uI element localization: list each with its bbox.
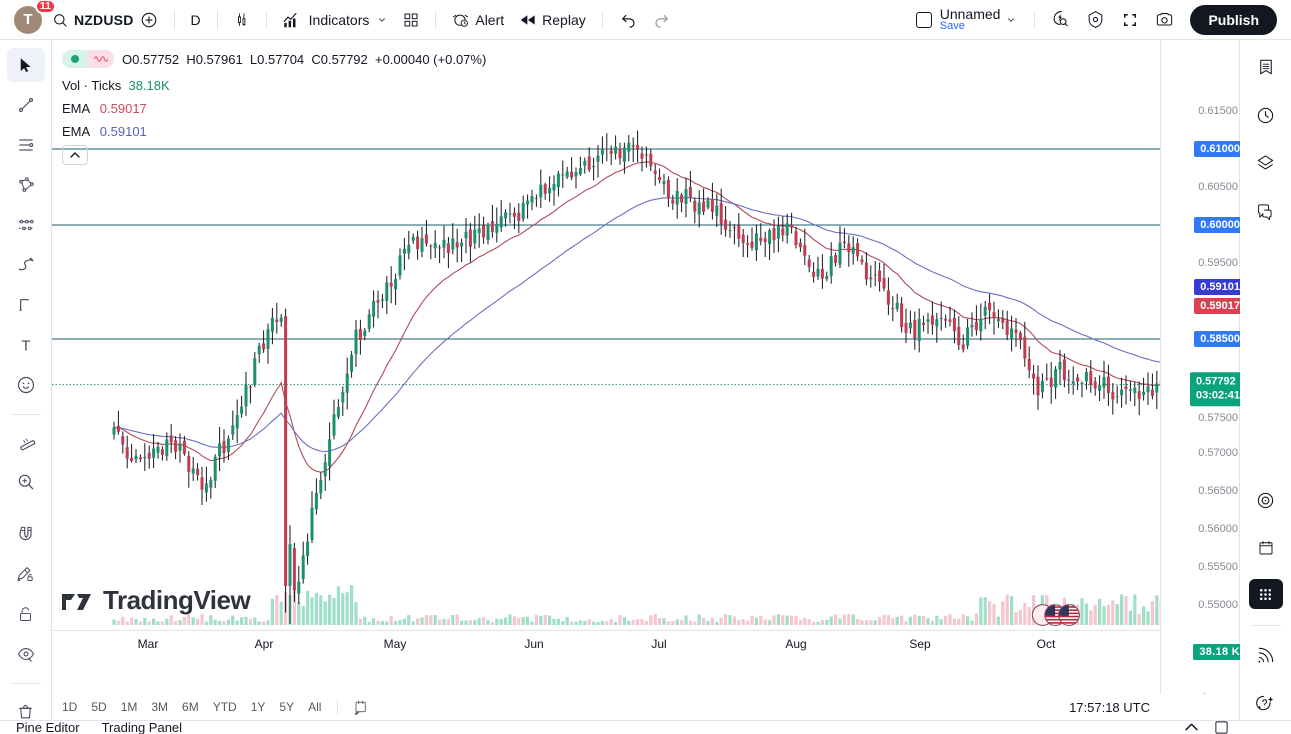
svg-text:T: T: [21, 337, 30, 354]
